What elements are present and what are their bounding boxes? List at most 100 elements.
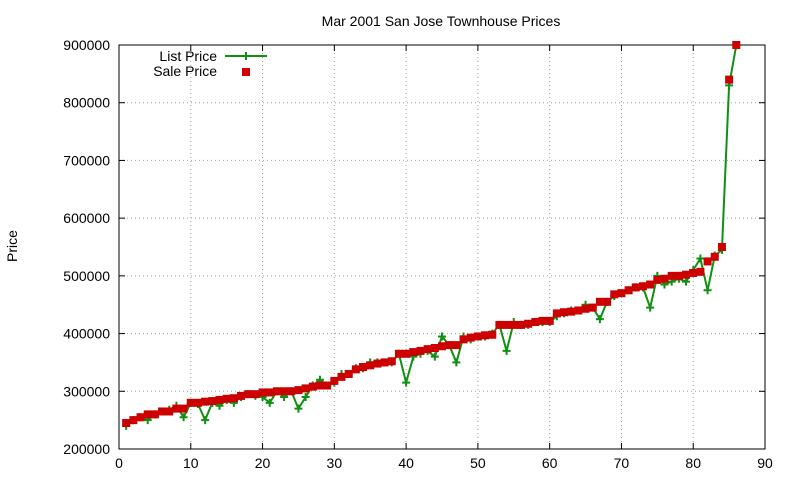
data-point: [581, 304, 590, 313]
data-point: [631, 283, 640, 292]
data-point: [294, 404, 303, 413]
data-point: [552, 309, 561, 318]
data-point: [143, 410, 152, 419]
data-point: [351, 365, 360, 374]
data-point: [459, 335, 468, 344]
x-tick-label: 80: [685, 455, 701, 471]
x-axis-tick-labels: 0 10 20 30 40 50 60 70 80 90: [115, 455, 773, 471]
y-axis-label: Price: [4, 230, 20, 262]
x-tick-label: 20: [255, 455, 271, 471]
data-point: [710, 252, 719, 261]
data-point: [524, 319, 533, 328]
data-point: [215, 395, 224, 404]
data-point: [696, 267, 705, 276]
data-point: [588, 303, 597, 312]
data-point: [158, 407, 167, 416]
data-point: [725, 75, 734, 84]
data-point: [359, 363, 368, 372]
data-point: [452, 358, 461, 367]
data-point: [595, 315, 604, 324]
x-tick-label: 0: [115, 455, 123, 471]
data-point: [603, 297, 612, 306]
data-point: [229, 394, 238, 403]
data-point: [129, 416, 138, 425]
data-point: [179, 413, 188, 422]
data-point: [402, 378, 411, 387]
data-point: [481, 331, 490, 340]
x-tick-label: 10: [183, 455, 199, 471]
y-tick-label: 200000: [63, 441, 110, 457]
data-point: [416, 346, 425, 355]
data-point: [179, 404, 188, 413]
data-point: [473, 332, 482, 341]
data-point: [237, 391, 246, 400]
data-point: [574, 306, 583, 315]
data-point: [315, 381, 324, 390]
data-point: [466, 333, 475, 342]
data-point: [136, 413, 145, 422]
data-point: [689, 268, 698, 277]
data-point: [244, 390, 253, 399]
x-tick-label: 50: [470, 455, 486, 471]
series-sale-price: [122, 41, 741, 428]
data-point: [653, 275, 662, 284]
data-point: [287, 387, 296, 396]
data-point: [703, 257, 712, 266]
legend: List Price Sale Price: [153, 48, 267, 79]
data-point: [165, 407, 174, 416]
y-tick-label: 300000: [63, 383, 110, 399]
data-point: [344, 369, 353, 378]
data-point: [438, 332, 446, 341]
data-point: [445, 341, 454, 350]
data-point: [186, 398, 195, 407]
data-point: [610, 290, 619, 299]
data-point: [674, 271, 683, 280]
data-point: [430, 352, 439, 361]
data-point: [265, 398, 274, 407]
legend-label-list-price: List Price: [159, 48, 217, 64]
legend-marker-list-price: [242, 52, 250, 60]
data-point: [660, 274, 669, 283]
data-point: [280, 387, 289, 396]
data-point: [545, 316, 554, 325]
x-tick-label: 30: [327, 455, 343, 471]
data-point: [258, 388, 267, 397]
legend-marker-sale-price: [242, 68, 250, 76]
data-point: [294, 386, 303, 395]
data-point: [380, 358, 389, 367]
data-point: [509, 320, 518, 329]
y-tick-label: 700000: [63, 152, 110, 168]
data-point: [732, 41, 741, 49]
data-point: [646, 303, 655, 312]
data-point: [387, 357, 396, 366]
data-point: [531, 318, 540, 327]
data-point: [201, 397, 210, 406]
chart-title: Mar 2001 San Jose Townhouse Prices: [322, 13, 561, 29]
y-tick-label: 400000: [63, 326, 110, 342]
data-point: [208, 397, 217, 406]
axis-ticks: [118, 44, 766, 450]
data-point: [502, 346, 511, 355]
data-point: [567, 307, 576, 316]
data-point: [495, 320, 504, 329]
data-point: [638, 282, 647, 291]
data-point: [272, 387, 281, 396]
data-point: [717, 243, 726, 251]
data-point: [409, 348, 418, 357]
legend-label-sale-price: Sale Price: [153, 63, 217, 79]
data-point: [193, 398, 202, 407]
data-point: [696, 254, 705, 263]
data-point: [438, 342, 446, 351]
data-point: [646, 280, 655, 289]
x-tick-label: 70: [614, 455, 630, 471]
data-point: [538, 316, 547, 325]
x-tick-label: 90: [757, 455, 773, 471]
data-point: [502, 320, 511, 329]
data-point: [172, 404, 181, 413]
data-point: [560, 308, 569, 317]
x-tick-label: 60: [542, 455, 558, 471]
data-point: [337, 372, 346, 381]
data-point: [516, 320, 525, 329]
data-point: [150, 410, 159, 419]
data-point: [430, 344, 439, 352]
